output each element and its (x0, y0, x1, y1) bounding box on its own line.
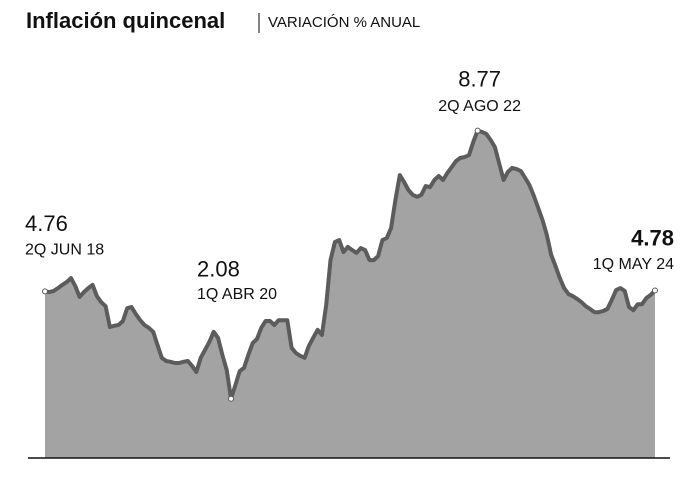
point-marker (42, 288, 48, 295)
value-label: 4.76 (25, 211, 68, 236)
category-label: 1Q ABR 20 (197, 286, 277, 303)
point-marker (474, 127, 481, 134)
category-label: 2Q AGO 22 (438, 98, 521, 115)
value-label: 4.78 (631, 225, 674, 250)
category-label: 1Q MAY 24 (593, 256, 674, 273)
value-label: 2.08 (197, 257, 240, 282)
chart-title: Inflación quincenal (26, 8, 225, 33)
point-marker (652, 287, 658, 294)
point-marker (228, 395, 235, 402)
category-label: 2Q JUN 18 (25, 242, 104, 259)
value-label: 8.77 (458, 66, 501, 91)
line (43, 128, 657, 401)
chart-subtitle: VARIACIÓN % ANUAL (268, 14, 420, 31)
area (45, 130, 655, 458)
